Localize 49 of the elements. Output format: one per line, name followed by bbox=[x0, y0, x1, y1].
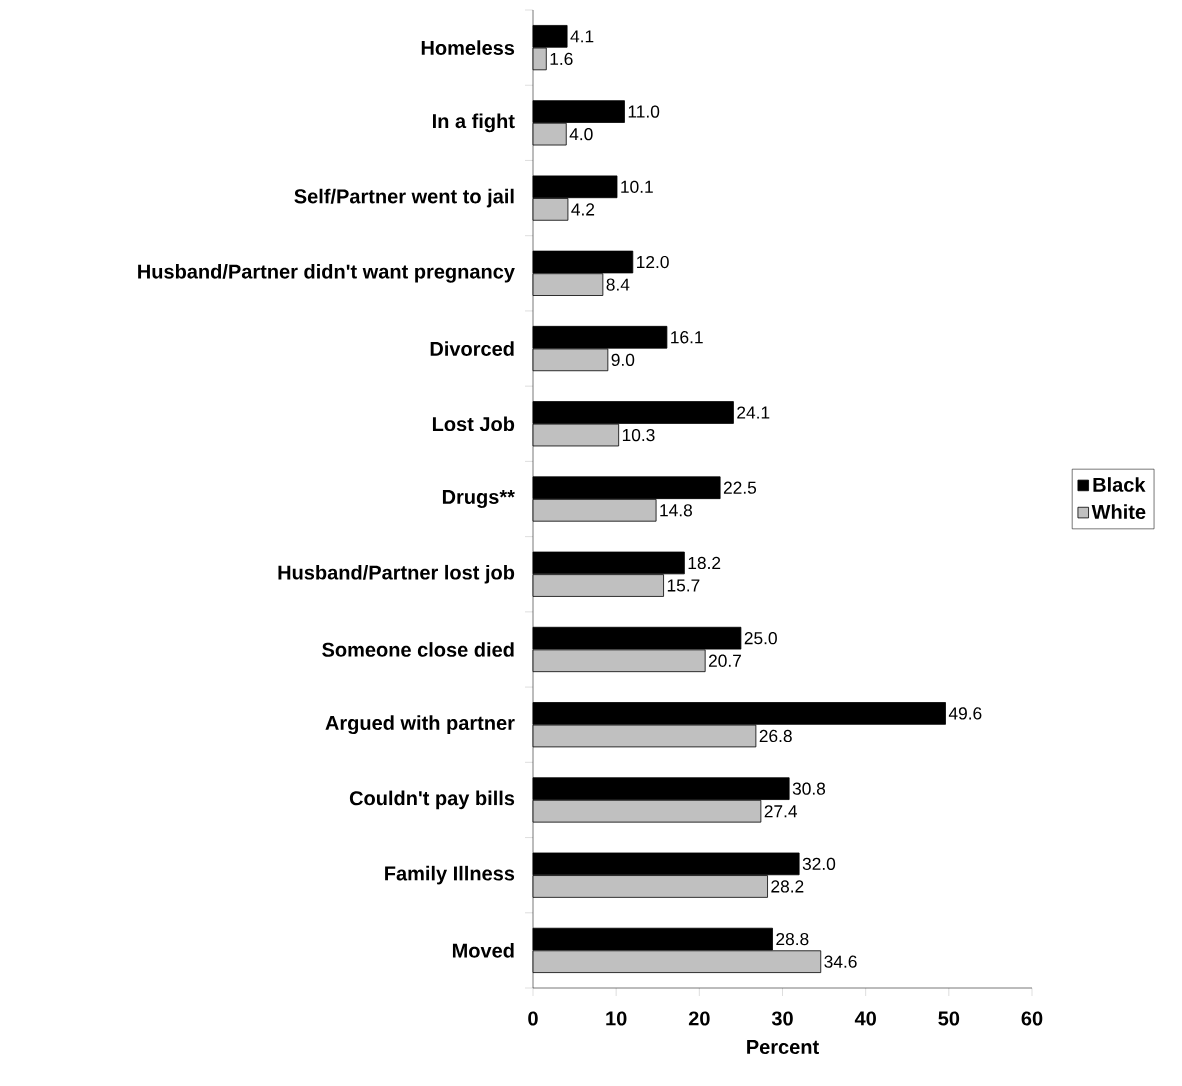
data-label: 9.0 bbox=[611, 353, 635, 366]
y-tick-label: Family Illness bbox=[385, 865, 515, 885]
y-tick-label: Moved bbox=[452, 943, 514, 958]
x-tick-label: 60 bbox=[1021, 1011, 1043, 1026]
x-tick-label: 50 bbox=[938, 1011, 960, 1026]
legend-label: White bbox=[1091, 504, 1146, 520]
x-tick-label: 20 bbox=[688, 1011, 710, 1026]
data-label: 10.1 bbox=[621, 180, 653, 193]
y-tick-label: Lost Job bbox=[432, 416, 515, 432]
y-tick-label: Husband/Partner didn't want pregnancy bbox=[138, 263, 515, 283]
y-tick-label: Someone close died bbox=[322, 642, 514, 657]
data-label: 27.4 bbox=[764, 805, 798, 818]
data-label: 1.6 bbox=[550, 52, 573, 66]
x-axis-title: Percent bbox=[747, 1040, 819, 1055]
data-label: 30.8 bbox=[792, 782, 826, 795]
data-label: 20.7 bbox=[708, 654, 741, 667]
x-tick-label: 40 bbox=[854, 1011, 876, 1026]
data-label: 15.7 bbox=[667, 579, 700, 592]
y-tick-label: Husband/Partner lost job bbox=[278, 564, 515, 584]
data-label: 22.5 bbox=[723, 481, 757, 494]
data-label: 32.0 bbox=[802, 857, 836, 871]
x-tick-label: 0 bbox=[528, 1011, 538, 1026]
legend-label: Black bbox=[1093, 477, 1146, 492]
data-label: 4.1 bbox=[570, 30, 594, 43]
y-tick-label: Divorced bbox=[430, 341, 514, 356]
data-label: 12.0 bbox=[637, 255, 669, 269]
data-label: 11.0 bbox=[628, 105, 660, 118]
data-label: 24.1 bbox=[737, 406, 770, 419]
y-tick-label: Self/Partner went to jail bbox=[294, 188, 514, 208]
data-label: 49.6 bbox=[948, 707, 982, 720]
data-label: 16.1 bbox=[671, 331, 703, 344]
y-tick-label: Couldn't pay bills bbox=[349, 790, 515, 810]
y-tick-label: Homeless bbox=[421, 40, 515, 55]
data-label: 34.6 bbox=[824, 955, 857, 968]
x-tick-label: 10 bbox=[606, 1011, 627, 1026]
x-tick-label: 30 bbox=[771, 1011, 793, 1026]
data-label: 4.2 bbox=[571, 203, 595, 216]
data-label: 28.2 bbox=[771, 880, 804, 893]
data-label: 14.8 bbox=[660, 504, 692, 517]
data-label: 28.8 bbox=[776, 932, 809, 946]
data-label: 10.3 bbox=[622, 428, 655, 442]
y-tick-label: Argued with partner bbox=[325, 715, 515, 735]
data-label: 18.2 bbox=[688, 556, 721, 570]
y-tick-label: Drugs** bbox=[442, 490, 515, 509]
data-label: 25.0 bbox=[744, 632, 777, 645]
data-label: 26.8 bbox=[759, 729, 792, 743]
data-label: 8.4 bbox=[606, 278, 630, 291]
y-tick-label: In a fight bbox=[432, 113, 515, 133]
data-label: 4.0 bbox=[569, 128, 593, 141]
